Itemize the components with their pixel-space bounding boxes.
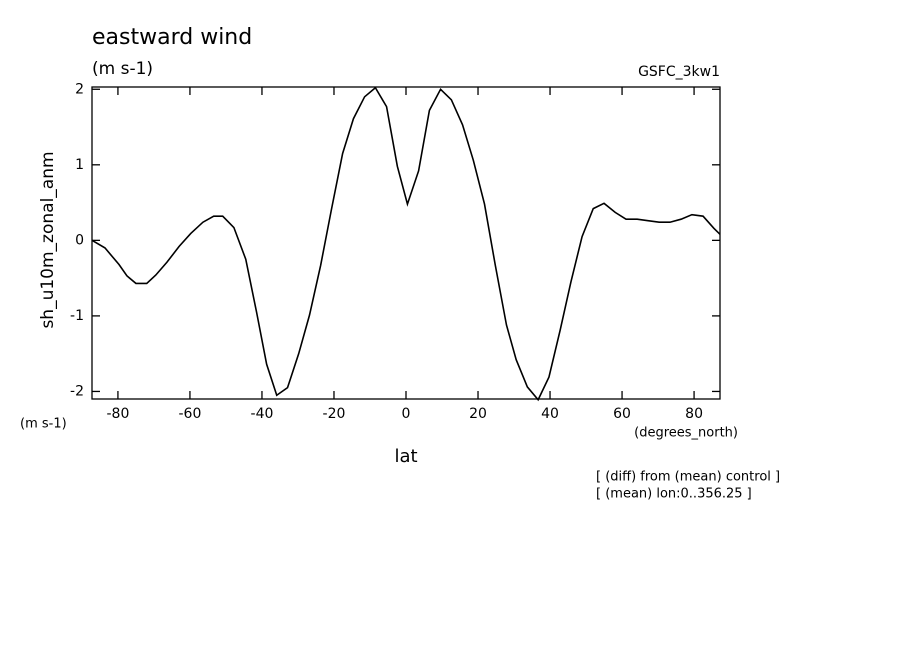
note: [ (mean) lon:0..356.25 ]	[596, 487, 752, 502]
x-tick-label: 40	[541, 406, 559, 422]
x-tick-label: 20	[469, 406, 487, 422]
x-tick-label: 60	[613, 406, 631, 422]
y-tick-label: 1	[75, 157, 84, 173]
x-tick-label: -80	[106, 406, 129, 422]
data-line	[91, 86, 721, 402]
x-tick-label: -20	[323, 406, 346, 422]
y-tick-label: 2	[75, 81, 84, 97]
y-tick-label: 0	[75, 232, 84, 248]
x-tick-label: -40	[251, 406, 274, 422]
y-units: (m s-1)	[20, 417, 67, 432]
chart-subtitle: (m s-1)	[92, 59, 153, 79]
y-axis-label: sh_u10m_zonal_anm	[38, 151, 58, 328]
plot-frame	[91, 86, 721, 400]
chart-title: eastward wind	[92, 25, 252, 50]
note: [ (diff) from (mean) control ]	[596, 470, 780, 485]
x-units: (degrees_north)	[634, 426, 738, 441]
y-tick-label: -2	[70, 383, 84, 399]
x-tick-label: 80	[685, 406, 703, 422]
dataset-label: GSFC_3kw1	[638, 64, 720, 80]
x-tick-label: 0	[402, 406, 411, 422]
y-tick-label: -1	[70, 308, 84, 324]
x-tick-label: -60	[179, 406, 202, 422]
x-axis-label: lat	[394, 446, 417, 467]
